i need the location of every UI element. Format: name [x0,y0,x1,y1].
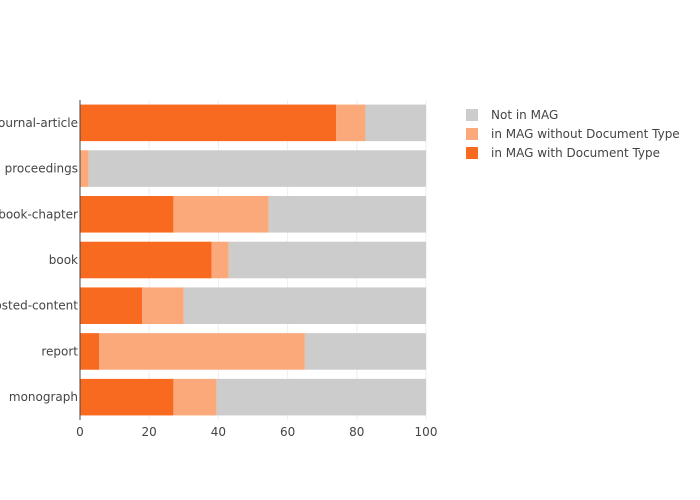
legend-label-not-in-mag: Not in MAG [491,108,558,122]
bar-report-not-in-mag [304,333,426,370]
bar-monograph-in-mag-without-document-type [173,378,217,416]
bar-monograph-in-mag-with-document-type [80,378,174,416]
bar-proceedings-in-mag-without-document-type [80,150,89,187]
legend-swatch-in-mag-with-document-type [466,147,478,159]
y-tick-label-monograph: monograph [9,390,78,404]
bar-book-not-in-mag [228,241,426,279]
bar-journal-article-not-in-mag [365,104,426,142]
legend-label-in-mag-without-document-type: in MAG without Document Type [491,127,680,141]
legend-label-in-mag-with-document-type: in MAG with Document Type [491,146,660,160]
bar-report-in-mag-with-document-type [80,333,100,370]
x-tick-label-60: 60 [280,425,295,439]
x-tick-label-20: 20 [142,425,157,439]
bar-posted-content-in-mag-with-document-type [80,287,143,324]
legend-swatch-in-mag-without-document-type [466,128,478,140]
x-tick-label-100: 100 [415,425,438,439]
legend: Not in MAG in MAG without Document Type in… [466,108,680,160]
bar-journal-article-in-mag-without-document-type [336,104,366,142]
bar-report-in-mag-without-document-type [99,333,305,370]
y-tick-label-book-chapter: book-chapter [0,207,78,221]
y-axis: journal-article proceedings book-chapter bo… [0,100,81,420]
y-tick-label-posted-content: posted-content [0,299,78,313]
legend-swatch-not-in-mag [466,109,478,121]
x-tick-label-0: 0 [76,425,84,439]
bar-posted-content-in-mag-without-document-type [142,287,184,324]
bar-book-chapter-in-mag-with-document-type [80,196,174,233]
y-tick-label-proceedings: proceedings [5,162,78,176]
x-axis: 0 20 40 60 80 100 [76,425,437,439]
bars [80,104,427,416]
bar-book-chapter-not-in-mag [268,196,426,233]
bar-journal-article-in-mag-with-document-type [80,104,337,142]
bar-book-in-mag-without-document-type [211,241,229,279]
bar-monograph-not-in-mag [216,378,426,416]
bar-book-in-mag-with-document-type [80,241,212,279]
x-tick-label-80: 80 [349,425,364,439]
x-tick-label-40: 40 [211,425,226,439]
y-tick-label-book: book [49,253,78,267]
bar-book-chapter-in-mag-without-document-type [173,196,269,233]
y-tick-label-report: report [41,344,78,358]
y-tick-label-journal-article: journal-article [0,116,78,130]
bar-proceedings-not-in-mag [88,150,427,187]
bar-posted-content-not-in-mag [183,287,426,324]
